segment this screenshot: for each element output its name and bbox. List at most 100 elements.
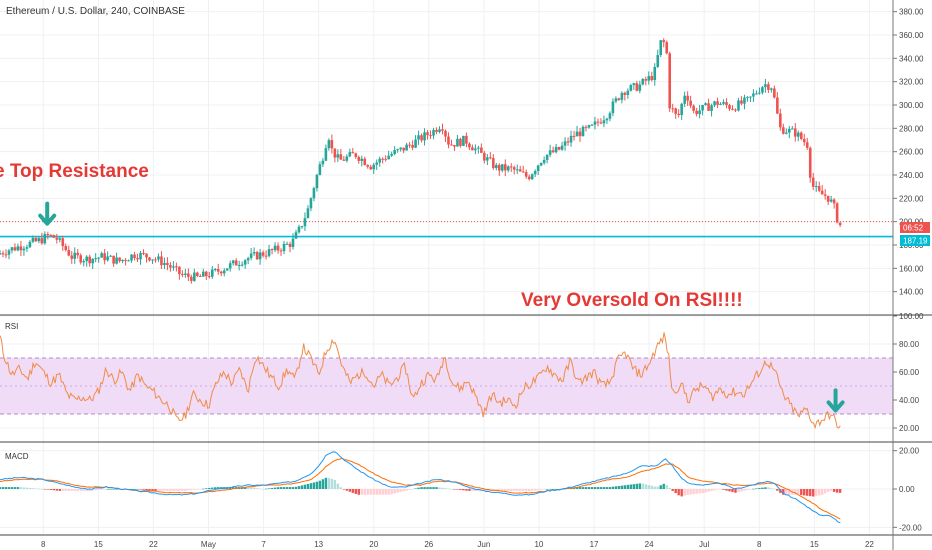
macd-histogram-bar xyxy=(22,487,26,489)
y-tick-label: 260.00 xyxy=(899,148,924,157)
macd-histogram-bar xyxy=(58,489,61,491)
macd-histogram-bar xyxy=(501,489,504,491)
candle-body xyxy=(480,147,483,153)
x-tick-label: 22 xyxy=(865,540,874,549)
candle-body xyxy=(88,256,91,264)
macd-histogram-bar xyxy=(417,487,420,489)
candle-body xyxy=(692,105,695,111)
macd-histogram-bar xyxy=(199,489,202,490)
y-tick-label: 100.00 xyxy=(899,312,924,321)
macd-histogram-bar xyxy=(13,487,17,489)
candle-body xyxy=(788,128,791,133)
candle-body xyxy=(363,158,367,166)
macd-histogram-bar xyxy=(677,489,680,496)
candle-body xyxy=(13,247,17,251)
macd-histogram-bar xyxy=(447,488,450,490)
candle-body xyxy=(103,253,106,261)
x-tick-label: 7 xyxy=(261,540,266,549)
candle-body xyxy=(447,136,450,145)
macd-histogram-bar xyxy=(707,489,710,492)
macd-histogram-bar xyxy=(94,489,97,491)
macd-histogram-bar xyxy=(372,489,375,495)
macd-histogram-bar xyxy=(193,489,196,490)
candle-body xyxy=(148,257,151,261)
macd-histogram-bar xyxy=(593,487,597,489)
macd-histogram-bar xyxy=(812,489,815,497)
macd-histogram-bar xyxy=(151,489,154,491)
macd-histogram-bar xyxy=(620,485,624,489)
x-tick-label: 26 xyxy=(424,540,433,549)
candle-body xyxy=(779,113,782,128)
macd-histogram-bar xyxy=(474,489,477,491)
macd-histogram-bar xyxy=(208,487,211,489)
candle-body xyxy=(31,237,35,242)
macd-histogram-bar xyxy=(175,489,178,491)
x-tick-label: May xyxy=(201,540,216,549)
macd-histogram-bar xyxy=(551,489,555,490)
macd-histogram-bar xyxy=(348,489,352,492)
candle-body xyxy=(219,271,223,274)
candle-body xyxy=(560,145,564,150)
candle-body xyxy=(584,126,588,128)
macd-histogram-bar xyxy=(366,489,369,495)
macd-histogram-bar xyxy=(312,482,316,489)
macd-histogram-bar xyxy=(273,487,277,489)
macd-histogram-bar xyxy=(345,489,349,491)
macd-histogram-bar xyxy=(483,489,486,491)
macd-histogram-bar xyxy=(145,489,148,491)
candle-body xyxy=(222,270,226,274)
candle-body xyxy=(136,258,139,260)
macd-histogram-bar xyxy=(701,489,704,494)
candle-body xyxy=(234,260,238,266)
macd-histogram-bar xyxy=(438,487,441,489)
candle-body xyxy=(429,135,432,137)
macd-histogram-bar xyxy=(327,478,331,489)
macd-histogram-bar xyxy=(599,487,603,489)
macd-histogram-bar xyxy=(37,488,41,490)
candle-body xyxy=(647,76,651,81)
candle-body xyxy=(28,241,32,248)
y-tick-label: 160.00 xyxy=(899,264,924,273)
macd-histogram-bar xyxy=(300,485,304,489)
y-tick-label: 320.00 xyxy=(899,78,924,87)
candle-body xyxy=(303,218,307,227)
macd-histogram-bar xyxy=(767,487,770,489)
candle-body xyxy=(4,254,8,256)
y-tick-label: 0.00 xyxy=(899,485,915,494)
countdown-label: 06:52 xyxy=(903,224,924,233)
candle-body xyxy=(100,253,103,258)
candle-body xyxy=(52,235,56,238)
macd-histogram-bar xyxy=(264,488,268,490)
macd-histogram-bar xyxy=(363,489,366,495)
candle-body xyxy=(632,83,636,86)
macd-histogram-bar xyxy=(64,489,67,491)
candle-body xyxy=(746,96,749,98)
candle-body xyxy=(300,226,304,228)
candle-body xyxy=(563,141,567,146)
macd-histogram-bar xyxy=(136,489,139,490)
y-tick-label: 360.00 xyxy=(899,31,924,40)
y-tick-label: 80.00 xyxy=(899,340,920,349)
candle-body xyxy=(811,177,815,187)
candle-body xyxy=(267,249,271,256)
x-tick-label: Jul xyxy=(699,540,709,549)
macd-histogram-bar xyxy=(829,489,833,492)
macd-histogram-bar xyxy=(282,487,286,489)
macd-histogram-bar xyxy=(4,487,8,489)
macd-histogram-bar xyxy=(294,486,298,489)
macd-histogram-bar xyxy=(157,489,160,491)
macd-histogram-bar xyxy=(713,489,716,491)
macd-histogram-bar xyxy=(252,487,256,489)
macd-histogram-bar xyxy=(16,487,20,489)
candle-body xyxy=(808,147,812,178)
candle-body xyxy=(246,258,250,261)
macd-histogram-bar xyxy=(608,487,612,489)
macd-histogram-bar xyxy=(309,483,313,489)
candle-body xyxy=(360,158,364,161)
candle-body xyxy=(339,154,343,160)
candle-body xyxy=(704,103,707,106)
candle-body xyxy=(169,264,172,268)
candle-body xyxy=(127,260,130,262)
candle-body xyxy=(85,256,89,262)
macd-histogram-bar xyxy=(674,489,677,494)
